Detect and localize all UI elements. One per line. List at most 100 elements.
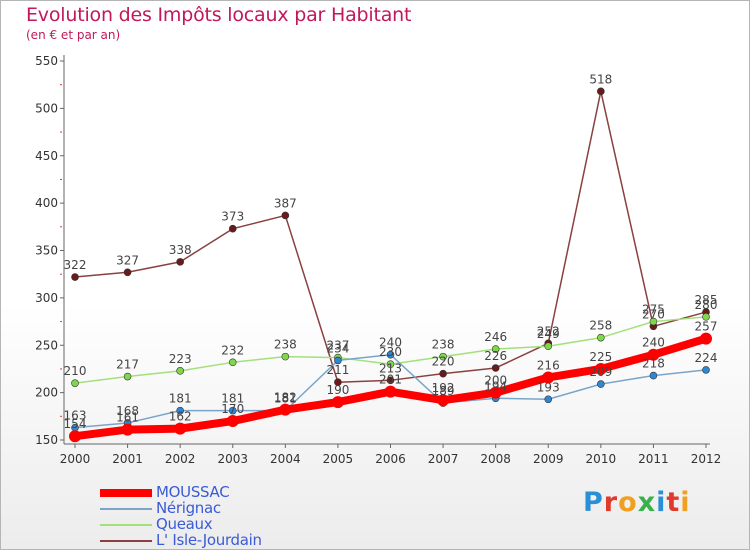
x-tick-label: 2000 xyxy=(60,452,91,466)
data-label: 223 xyxy=(169,352,192,366)
data-point xyxy=(437,394,450,407)
x-tick-label: 2006 xyxy=(375,452,406,466)
x-tick-label: 2012 xyxy=(691,452,722,466)
x-tick-label: 2009 xyxy=(533,452,564,466)
data-point xyxy=(281,211,290,220)
data-point xyxy=(176,367,184,375)
chart-subtitle: (en € et par an) xyxy=(26,28,121,42)
legend-label: MOUSSAC xyxy=(156,483,230,501)
data-label: 238 xyxy=(432,338,455,352)
data-label: 327 xyxy=(116,253,139,267)
legend-label: Queaux xyxy=(156,515,213,533)
legend-swatch xyxy=(100,489,152,497)
brand-letter: i xyxy=(680,487,691,518)
chart-title: Evolution des Impôts locaux par Habitant xyxy=(26,4,412,26)
data-label: 193 xyxy=(537,380,560,394)
data-point xyxy=(334,356,342,365)
data-point xyxy=(71,379,79,387)
x-tick-label: 2010 xyxy=(586,452,617,466)
data-label: 224 xyxy=(695,351,718,365)
data-label: 232 xyxy=(221,343,244,357)
data-point xyxy=(334,378,342,387)
data-point xyxy=(331,396,344,409)
data-label: 252 xyxy=(537,324,560,338)
data-label: 162 xyxy=(169,410,192,424)
legend-swatch xyxy=(100,524,152,526)
data-point xyxy=(594,362,607,375)
y-tick-label: 200 xyxy=(35,386,58,400)
data-label: 182 xyxy=(274,391,297,405)
data-label: 189 xyxy=(432,384,455,398)
y-tick-label: 500 xyxy=(35,101,58,115)
data-point xyxy=(649,317,658,326)
data-label: 216 xyxy=(537,358,560,372)
y-tick-label: 250 xyxy=(35,338,58,352)
data-point xyxy=(439,369,447,378)
data-label: 225 xyxy=(589,350,612,364)
data-label: 209 xyxy=(589,365,612,379)
chart-series xyxy=(69,87,712,443)
data-label: 230 xyxy=(379,345,402,359)
brand-letter: x xyxy=(637,487,657,518)
data-point xyxy=(121,423,134,436)
data-label: 270 xyxy=(642,307,665,321)
y-tick-label: 150 xyxy=(35,433,58,447)
x-tick-label: 2011 xyxy=(638,452,669,466)
data-point xyxy=(386,360,395,369)
data-label: 194 xyxy=(484,379,507,393)
data-label: 322 xyxy=(64,258,87,272)
data-point xyxy=(71,273,79,281)
data-point xyxy=(542,371,555,384)
data-label: 373 xyxy=(221,210,244,224)
legend-swatch xyxy=(100,508,152,510)
legend-label: L' Isle-Jourdain xyxy=(156,531,262,549)
data-label: 201 xyxy=(379,373,402,387)
data-label: 246 xyxy=(484,330,507,344)
data-label: 257 xyxy=(695,320,718,334)
legend-label: Nérignac xyxy=(156,499,221,517)
data-point xyxy=(176,406,184,415)
brand-letter: t xyxy=(666,487,681,518)
y-tick-label: 300 xyxy=(35,291,58,305)
data-label: 210 xyxy=(64,364,87,378)
data-point xyxy=(386,350,395,359)
y-tick-label: 550 xyxy=(35,54,58,68)
data-label: 163 xyxy=(64,409,87,423)
data-point xyxy=(123,372,132,381)
data-point xyxy=(69,430,81,443)
x-tick-label: 2004 xyxy=(270,452,301,466)
data-label: 200 xyxy=(484,374,507,388)
data-label: 213 xyxy=(379,361,402,375)
data-label: 181 xyxy=(169,392,192,406)
data-label: 249 xyxy=(537,327,560,341)
data-point xyxy=(491,364,500,372)
data-label: 285 xyxy=(695,293,718,307)
data-point xyxy=(702,313,710,321)
brand-letter: i xyxy=(656,487,667,518)
data-point xyxy=(597,87,605,96)
data-label: 181 xyxy=(274,392,297,406)
data-point xyxy=(176,258,184,266)
data-label: 218 xyxy=(642,357,665,371)
data-point xyxy=(491,345,500,353)
x-tick-label: 2005 xyxy=(323,452,354,466)
legend-swatch xyxy=(100,540,152,542)
data-point xyxy=(597,333,605,342)
data-label: 518 xyxy=(589,72,612,86)
data-label: 190 xyxy=(326,383,349,397)
data-label: 280 xyxy=(695,298,718,312)
data-label: 237 xyxy=(326,339,349,353)
x-tick-label: 2003 xyxy=(217,452,248,466)
data-label: 181 xyxy=(221,392,244,406)
data-label: 220 xyxy=(432,355,455,369)
data-label: 240 xyxy=(642,336,665,350)
data-label: 338 xyxy=(169,243,192,257)
data-point xyxy=(489,386,502,399)
data-point xyxy=(228,406,237,415)
data-label: 161 xyxy=(116,411,139,425)
brand-letter: P xyxy=(583,487,604,518)
data-point xyxy=(384,385,397,398)
data-point xyxy=(279,403,292,416)
